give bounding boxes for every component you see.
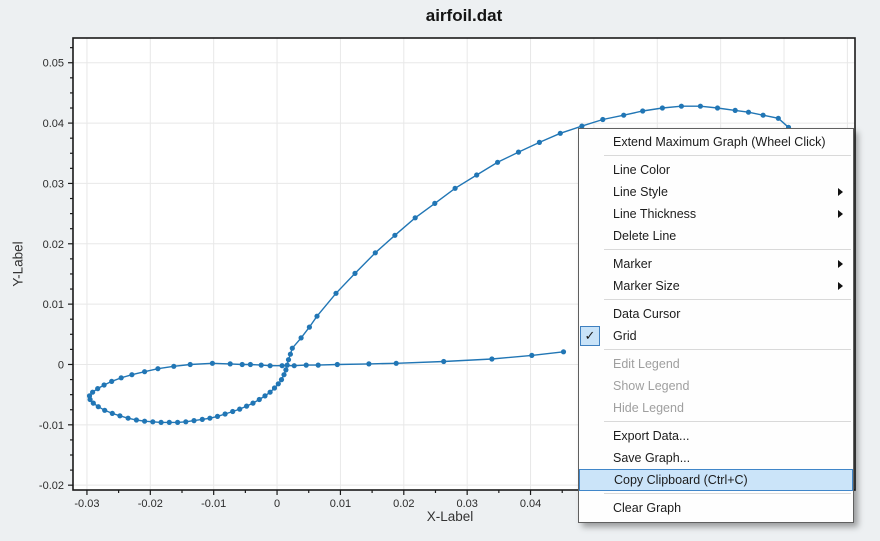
submenu-arrow-icon [838,282,843,290]
svg-text:0.05: 0.05 [43,58,64,70]
menu-item-line-color[interactable]: Line Color [579,159,853,181]
menu-item-copy-clipboard[interactable]: Copy Clipboard (Ctrl+C) [579,469,853,491]
svg-text:0.03: 0.03 [456,498,477,510]
menu-item-label: Clear Graph [613,501,682,515]
menu-item-label: Data Cursor [613,307,681,321]
checkmark-icon: ✓ [580,326,600,346]
x-axis-label: X-Label [426,509,474,524]
menu-item-label: Marker Size [613,279,680,293]
menu-separator [604,421,851,422]
menu-item-label: Hide Legend [613,401,684,415]
menu-item-label: Copy Clipboard (Ctrl+C) [614,473,748,487]
menu-item-line-thickness[interactable]: Line Thickness [579,203,853,225]
svg-text:-0.02: -0.02 [138,498,163,510]
menu-item-label: Extend Maximum Graph (Wheel Click) [613,135,826,149]
svg-text:0.01: 0.01 [330,498,351,510]
context-menu: Extend Maximum Graph (Wheel Click) Line … [578,128,854,523]
submenu-arrow-icon [838,260,843,268]
menu-item-label: Line Style [613,185,668,199]
svg-text:0.01: 0.01 [43,299,64,311]
menu-item-extend-maximum-graph[interactable]: Extend Maximum Graph (Wheel Click) [579,131,853,153]
menu-separator [604,155,851,156]
svg-text:0.04: 0.04 [43,118,64,130]
menu-item-label: Line Color [613,163,670,177]
submenu-arrow-icon [838,188,843,196]
menu-item-label: Marker [613,257,652,271]
menu-item-data-cursor[interactable]: Data Cursor [579,303,853,325]
menu-item-save-graph[interactable]: Save Graph... [579,447,853,469]
menu-item-label: Export Data... [613,429,690,443]
menu-item-hide-legend: Hide Legend [579,397,853,419]
submenu-arrow-icon [838,210,843,218]
menu-item-show-legend: Show Legend [579,375,853,397]
menu-separator [604,349,851,350]
svg-text:0: 0 [58,359,64,371]
menu-item-label: Line Thickness [613,207,697,221]
menu-separator [604,493,851,494]
menu-item-marker[interactable]: Marker [579,253,853,275]
svg-text:-0.02: -0.02 [39,480,64,492]
menu-item-marker-size[interactable]: Marker Size [579,275,853,297]
menu-item-grid[interactable]: ✓ Grid [579,325,853,347]
svg-text:-0.01: -0.01 [201,498,226,510]
svg-text:0.03: 0.03 [43,178,64,190]
svg-text:0.02: 0.02 [43,239,64,251]
menu-item-edit-legend: Edit Legend [579,353,853,375]
svg-text:-0.03: -0.03 [74,498,99,510]
menu-item-clear-graph[interactable]: Clear Graph [579,497,853,519]
menu-separator [604,299,851,300]
menu-item-delete-line[interactable]: Delete Line [579,225,853,247]
menu-item-label: Save Graph... [613,451,691,465]
menu-item-export-data[interactable]: Export Data... [579,425,853,447]
menu-item-label: Delete Line [613,229,677,243]
y-axis-label: Y-Label [10,241,26,287]
svg-text:0: 0 [274,498,280,510]
svg-text:0.04: 0.04 [520,498,541,510]
menu-item-label: Edit Legend [613,357,680,371]
menu-separator [604,249,851,250]
menu-item-label: Grid [613,329,637,343]
menu-item-label: Show Legend [613,379,690,393]
menu-item-line-style[interactable]: Line Style [579,181,853,203]
svg-text:0.02: 0.02 [393,498,414,510]
chart-title: airfoil.dat [425,6,503,25]
svg-text:-0.01: -0.01 [39,420,64,432]
